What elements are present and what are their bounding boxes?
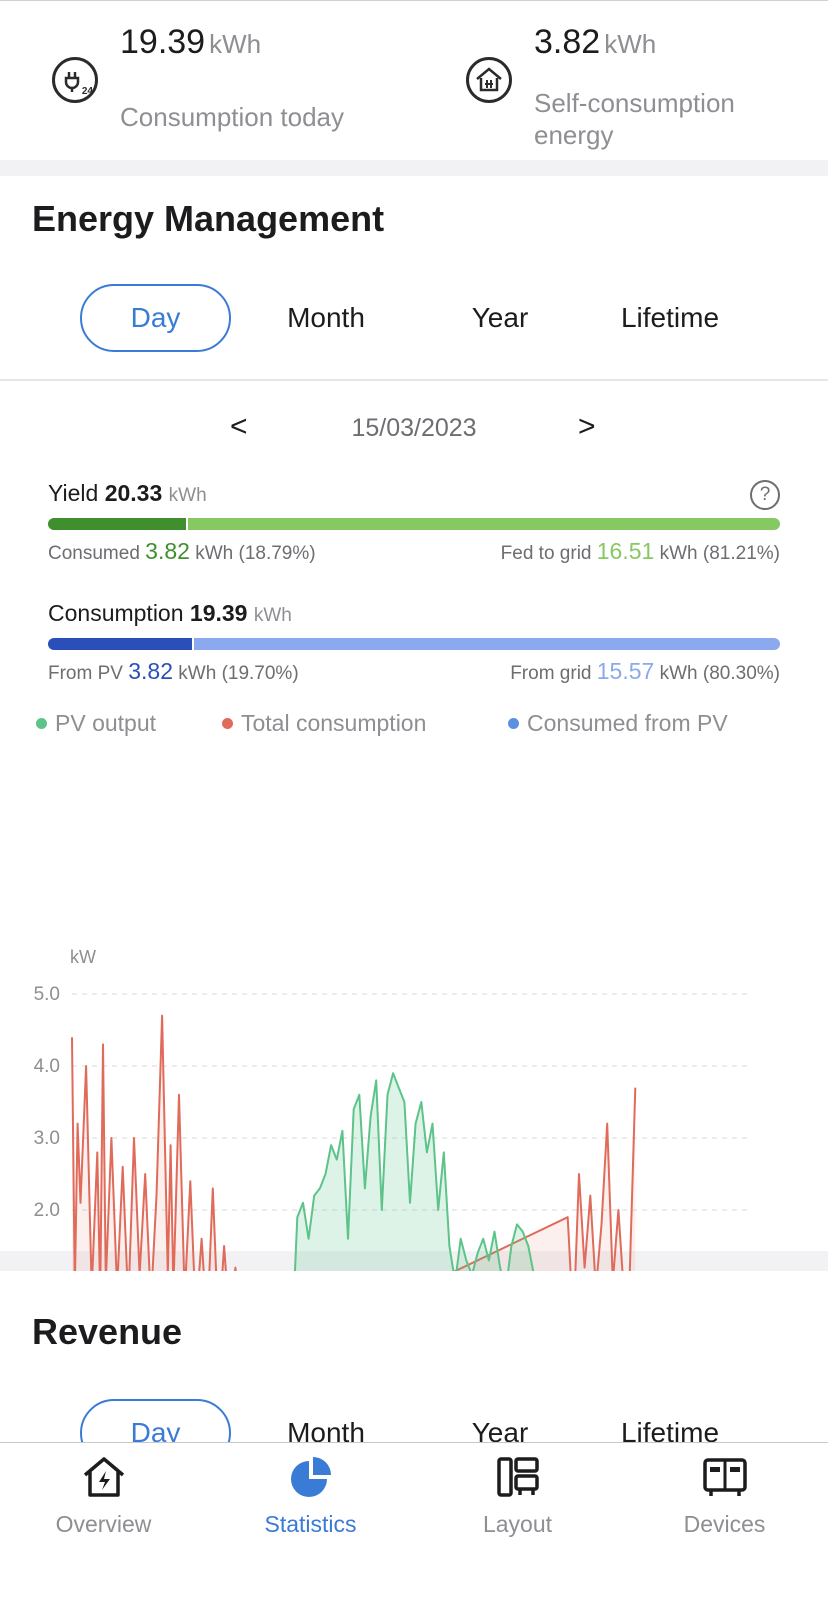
nav-layout-label: Layout <box>482 1511 553 1537</box>
devices-icon <box>702 1458 747 1496</box>
pie-chart-icon <box>290 1457 331 1497</box>
yield-consumed-text: Consumed 3.82 kWh (18.79%) <box>48 538 316 564</box>
legend-dot <box>36 718 47 729</box>
y-tick-label: 4.0 <box>34 1056 60 1077</box>
tab-lifetime[interactable]: Lifetime <box>620 302 720 333</box>
legend-pv-output[interactable]: PV output <box>36 710 156 737</box>
house-solar-icon <box>466 57 512 103</box>
total-consumption-area <box>72 1015 636 1354</box>
yield-fed-segment <box>187 518 780 530</box>
consumption-grid-segment <box>194 638 780 650</box>
y-axis-unit-label: kW <box>70 947 96 967</box>
from-grid-text: From grid 15.57 kWh (80.30%) <box>510 658 780 684</box>
plug-24-icon: 24 <box>52 57 98 103</box>
consumption-header: Consumption 19.39 kWh <box>48 600 292 626</box>
next-date-button[interactable]: > <box>578 410 596 443</box>
consumption-today-label: Consumption today <box>120 102 345 132</box>
summary-panel: 24 19.39 kWh Consumption today 3.82 kWh Se… <box>0 0 828 160</box>
house-bolt-icon <box>83 1457 124 1497</box>
legend-consumed-from-pv[interactable]: Consumed from PV <box>508 710 728 737</box>
date-navigator: < 15/03/2023 > <box>0 410 828 450</box>
tab-year[interactable]: Year <box>471 302 529 333</box>
consumption-pv-segment <box>48 638 193 650</box>
layout-icon <box>496 1457 539 1497</box>
tab-day[interactable]: Day <box>80 284 231 352</box>
nav-overview[interactable]: Overview <box>0 1453 207 1553</box>
nav-statistics[interactable]: Statistics <box>207 1453 414 1553</box>
y-tick-label: 5.0 <box>34 984 60 1005</box>
nav-devices[interactable]: Devices <box>621 1453 828 1553</box>
nav-devices-label: Devices <box>683 1511 766 1537</box>
y-tick-label: 2.0 <box>34 1200 60 1221</box>
yield-bar <box>48 518 780 530</box>
legend-total-consumption[interactable]: Total consumption <box>222 710 426 737</box>
consumption-bar <box>48 638 780 650</box>
legend-dot <box>508 718 519 729</box>
energy-period-tabs: Day Month Year Lifetime <box>0 284 828 354</box>
date-label: 15/03/2023 <box>351 414 477 442</box>
y-tick-label: 3.0 <box>34 1128 60 1149</box>
energy-management-title: Energy Management <box>32 198 385 239</box>
self-consumption-label: Self-consumption energy <box>534 88 735 150</box>
yield-fed-text: Fed to grid 16.51 kWh (81.21%) <box>500 538 780 564</box>
energy-management-card: Energy Management Day Month Year Lifetim… <box>0 176 828 1389</box>
nav-layout[interactable]: Layout <box>414 1453 621 1553</box>
yield-block: Yield 20.33 kWh ? Consumed 3.82 kWh (18.… <box>48 480 780 568</box>
consumption-breakdown: From PV 3.82 kWh (19.70%) From grid 15.5… <box>48 658 780 688</box>
chart-legend: PV output Total consumption Consumed fro… <box>36 710 796 740</box>
self-consumption-value: 3.82 kWh <box>534 23 657 61</box>
tab-month[interactable]: Month <box>287 302 365 333</box>
pv-output-line <box>254 1072 563 1355</box>
yield-consumed-segment <box>48 518 186 530</box>
total-consumption-line <box>71 1014 637 1348</box>
nav-statistics-label: Statistics <box>264 1511 357 1537</box>
yield-breakdown: Consumed 3.82 kWh (18.79%) Fed to grid 1… <box>48 538 780 568</box>
bottom-nav: Overview Statistics Layout <box>0 1442 828 1608</box>
consumption-today-value: 19.39 kWh <box>120 23 262 61</box>
tabs-divider <box>0 379 828 381</box>
prev-date-button[interactable]: < <box>230 410 248 443</box>
yield-header: Yield 20.33 kWh <box>48 480 207 506</box>
legend-dot <box>222 718 233 729</box>
help-icon[interactable]: ? <box>750 480 780 510</box>
from-pv-text: From PV 3.82 kWh (19.70%) <box>48 658 299 684</box>
nav-overview-label: Overview <box>55 1511 152 1537</box>
revenue-title: Revenue <box>32 1311 183 1352</box>
consumption-block: Consumption 19.39 kWh From PV 3.82 kWh (… <box>48 600 780 688</box>
